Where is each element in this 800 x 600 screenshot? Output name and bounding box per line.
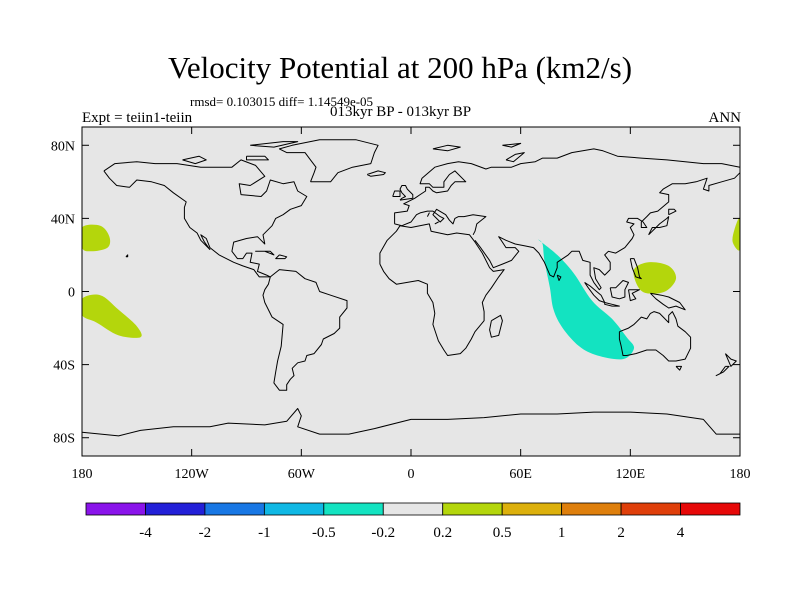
- north-pacific-west-positive-region: [82, 224, 111, 252]
- x-tick-label: 120E: [616, 467, 646, 482]
- coastline-1: [262, 269, 348, 391]
- coastline-7: [81, 408, 740, 437]
- coastline-16: [609, 280, 629, 300]
- coastline-layer: [81, 139, 741, 437]
- coastline-13: [668, 208, 677, 216]
- y-tick-label: 0: [68, 286, 75, 301]
- coastline-5: [474, 172, 741, 291]
- coastline-15: [604, 302, 620, 307]
- colorbar-label: 4: [677, 525, 685, 541]
- coastline-4: [394, 208, 487, 236]
- colorbar-label: 2: [617, 525, 625, 541]
- map-title: Velocity Potential at 200 hPa (km2/s): [167, 50, 633, 85]
- colorbar-swatch: [442, 502, 503, 516]
- coastline-32: [505, 152, 525, 163]
- experiment-label: Expt = teiin1-teiin: [82, 110, 193, 126]
- maritime-continent-positive-region: [633, 262, 677, 294]
- coastline-14: [584, 281, 606, 303]
- stats-line: rmsd= 0.103015 diff= 1.14549e-05: [190, 94, 374, 109]
- period-label: 013kyr BP - 013kyr BP: [330, 104, 472, 120]
- y-tick-label: 40N: [51, 212, 75, 227]
- colorbar-label: 0.2: [433, 525, 452, 541]
- colorbar-swatch: [204, 502, 265, 516]
- coastline-2: [379, 223, 505, 356]
- coastline-31: [432, 144, 461, 152]
- colorbar-swatch: [382, 502, 444, 516]
- coastline-20: [489, 314, 503, 338]
- colorbar-label: -4: [139, 525, 152, 541]
- x-tick-label: 0: [408, 467, 415, 482]
- map-background: [82, 127, 740, 456]
- coastline-8: [278, 139, 379, 183]
- colorbar-label: -1: [258, 525, 271, 541]
- coastline-29: [250, 141, 299, 148]
- x-tick-label: 60W: [288, 467, 316, 482]
- coastline-23: [715, 365, 730, 377]
- colorbar-swatch: [561, 502, 622, 516]
- x-tick-label: 120W: [175, 467, 210, 482]
- south-pacific-west-positive-region: [82, 294, 142, 338]
- anomaly-layer: [82, 217, 740, 360]
- y-tick-label: 80N: [51, 139, 75, 154]
- coastline-0: [103, 159, 308, 278]
- coastline-30: [502, 142, 522, 148]
- coastline-6: [618, 311, 692, 362]
- axis-ticks: 180 120W 60W 0 60E 120E 180 80N 40N 0 40S 80S: [51, 127, 751, 482]
- coastline-28: [182, 155, 207, 165]
- coastline-11: [366, 170, 386, 177]
- coastline-21: [556, 274, 562, 281]
- x-tick-label: 180: [730, 467, 751, 482]
- coastline-22: [724, 353, 737, 367]
- colorbar-label: -0.5: [312, 525, 336, 541]
- colorbar-swatch: [620, 502, 681, 516]
- colorbar-label: 0.5: [493, 525, 512, 541]
- colorbar-swatch: [680, 502, 741, 516]
- coastline-25: [255, 250, 275, 256]
- coastline-17: [628, 289, 640, 302]
- y-tick-label: 40S: [53, 359, 75, 374]
- colorbar-label: 1: [558, 525, 566, 541]
- coastline-3: [394, 148, 741, 224]
- colorbar-swatch: [145, 502, 206, 516]
- x-tick-label: 60E: [509, 467, 532, 482]
- colorbar-swatch: [263, 502, 325, 516]
- coastline-9: [399, 185, 414, 201]
- coastline-24: [675, 365, 682, 371]
- coastline-33: [125, 254, 129, 258]
- coastline-34: [426, 212, 430, 217]
- coastline-19: [629, 258, 642, 280]
- colorbar-label: -2: [199, 525, 212, 541]
- coastline-35: [434, 221, 439, 225]
- coastline-10: [392, 190, 401, 197]
- colorbar: -4 -2 -1 -0.5 -0.2 0.2 0.5 1 2 4: [85, 502, 741, 541]
- colorbar-label: -0.2: [371, 525, 395, 541]
- coastline-12: [648, 216, 670, 236]
- x-tick-label: 180: [72, 467, 93, 482]
- colorbar-swatch: [501, 502, 563, 516]
- colorbar-swatch: [85, 502, 146, 516]
- colorbar-swatch: [323, 502, 384, 516]
- coastline-26: [275, 254, 288, 260]
- coastline-18: [650, 292, 686, 311]
- indian-ocean-negative-region: [538, 239, 635, 360]
- y-tick-label: 80S: [53, 432, 75, 447]
- coastline-27: [246, 155, 269, 161]
- date-line-east-positive-region: [732, 217, 740, 251]
- season-label: ANN: [708, 110, 742, 126]
